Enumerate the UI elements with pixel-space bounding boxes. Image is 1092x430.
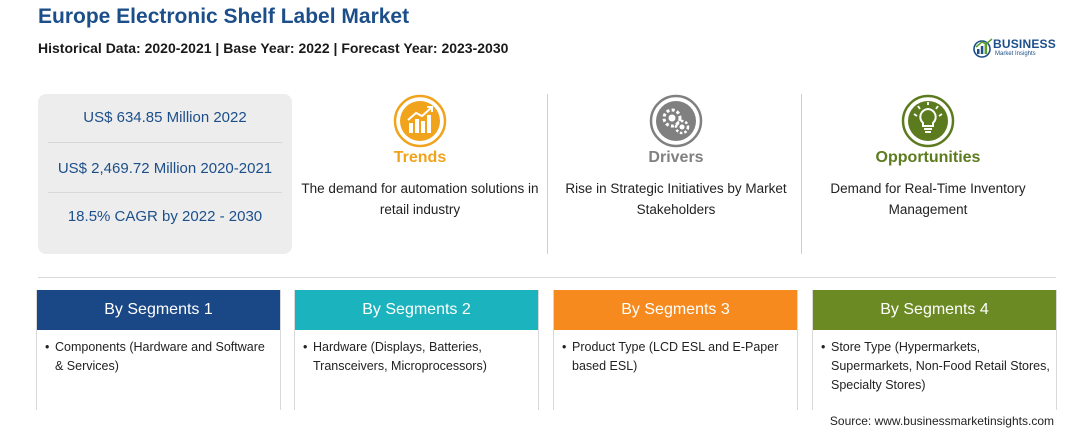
segment-1-body: • Components (Hardware and Software & Se… xyxy=(37,330,280,376)
segment-4-item: Store Type (Hypermarkets, Supermarkets, … xyxy=(831,340,1050,392)
page-subtitle: Historical Data: 2020-2021 | Base Year: … xyxy=(38,40,509,56)
drivers-description: Rise in Strategic Initiatives by Market … xyxy=(565,181,787,217)
business-market-insights-logo: BUSINESS Market Insights xyxy=(973,36,1057,60)
opportunities-heading: Opportunities xyxy=(875,149,981,166)
logo-subword: Market Insights xyxy=(995,51,1036,57)
opportunities-column: Opportunities Demand for Real-Time Inven… xyxy=(803,94,1053,254)
page-title: Europe Electronic Shelf Label Market xyxy=(38,5,410,28)
column-divider xyxy=(547,94,548,254)
segment-4-title: By Segments 4 xyxy=(813,290,1056,330)
trends-description: The demand for automation solutions in r… xyxy=(301,181,539,217)
stat-historical: US$ 2,469.72 Million 2020-2021 xyxy=(57,160,273,177)
stat-market-size-2022: US$ 634.85 Million 2022 xyxy=(83,109,247,126)
market-stats-panel: US$ 634.85 Million 2022 US$ 2,469.72 Mil… xyxy=(38,94,292,254)
segment-4-body: • Store Type (Hypermarkets, Supermarkets… xyxy=(813,330,1056,395)
segment-2-item: Hardware (Displays, Batteries, Transceiv… xyxy=(313,340,487,373)
segment-2-body: • Hardware (Displays, Batteries, Transce… xyxy=(295,330,538,376)
segment-2-title: By Segments 2 xyxy=(295,290,538,330)
gears-icon xyxy=(649,94,703,148)
trends-column: Trends The demand for automation solutio… xyxy=(295,94,545,254)
bullet-marker: • xyxy=(821,340,826,354)
drivers-heading: Drivers xyxy=(648,149,704,166)
logo-mark-icon xyxy=(973,38,993,58)
chart-trend-icon xyxy=(393,94,447,148)
drivers-column: Drivers Rise in Strategic Initiatives by… xyxy=(551,94,801,254)
segment-3-title: By Segments 3 xyxy=(554,290,797,330)
segment-1-item: Components (Hardware and Software & Serv… xyxy=(55,340,265,373)
trends-heading: Trends xyxy=(393,149,447,166)
lightbulb-icon xyxy=(901,94,955,148)
section-divider xyxy=(38,277,1056,278)
column-divider xyxy=(801,94,802,254)
bullet-marker: • xyxy=(303,340,308,354)
logo-word: BUSINESS xyxy=(993,37,1056,51)
stat-divider xyxy=(48,142,282,143)
segment-3-item: Product Type (LCD ESL and E-Paper based … xyxy=(572,340,779,373)
opportunities-description: Demand for Real-Time Inventory Managemen… xyxy=(830,181,1026,217)
segment-3-body: • Product Type (LCD ESL and E-Paper base… xyxy=(554,330,797,376)
segment-card-2: By Segments 2 • Hardware (Displays, Batt… xyxy=(294,290,539,410)
segment-card-3: By Segments 3 • Product Type (LCD ESL an… xyxy=(553,290,798,410)
bullet-marker: • xyxy=(562,340,567,354)
segment-1-title: By Segments 1 xyxy=(37,290,280,330)
stat-divider xyxy=(48,192,282,193)
segment-card-4: By Segments 4 • Store Type (Hypermarkets… xyxy=(812,290,1057,410)
stat-cagr: 18.5% CAGR by 2022 - 2030 xyxy=(67,208,263,225)
segment-card-1: By Segments 1 • Components (Hardware and… xyxy=(36,290,281,410)
bullet-marker: • xyxy=(45,340,50,354)
source-note: Source: www.businessmarketinsights.com xyxy=(829,414,1054,428)
